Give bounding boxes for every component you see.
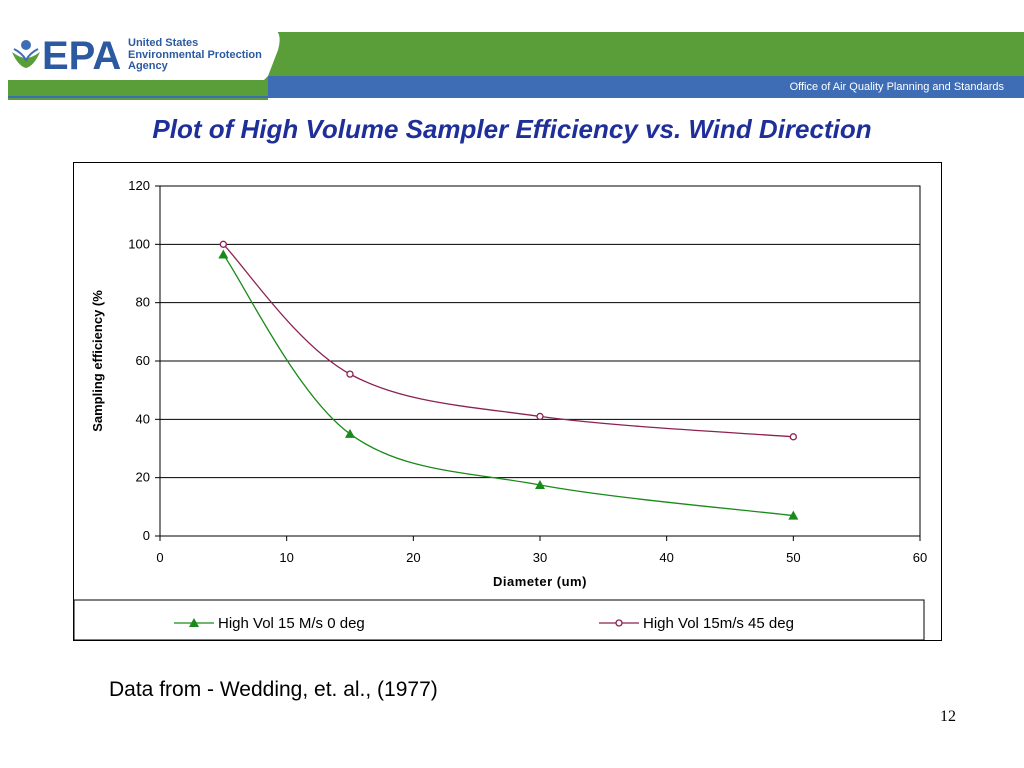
x-tick-label-30: 30	[533, 550, 547, 565]
series-2-point-2	[346, 370, 354, 378]
x-tick-label-0: 0	[156, 550, 163, 565]
series-line-1	[222, 254, 794, 517]
white-logo-panel	[8, 28, 280, 80]
y-tick-label-100: 100	[128, 236, 150, 251]
source-note: Data from - Wedding, et. al., (1977)	[109, 678, 438, 701]
x-axis-title: Diameter (um)	[493, 574, 587, 589]
series-line-2	[222, 243, 794, 438]
legend: High Vol 15 M/s 0 deg High Vol 15m/s 45 d…	[174, 615, 794, 632]
y-tick-label-120: 120	[128, 178, 150, 193]
series-1-point-1	[218, 249, 229, 259]
office-name: Office of Air Quality Planning and Stand…	[789, 81, 1004, 93]
chart: 0 20 40 60 80 100 120 0 10 20 30 40 50 60 Diameter (u…	[74, 178, 927, 640]
legend-box	[74, 599, 925, 640]
agency-name: United States Environmental Protection A…	[128, 37, 262, 73]
legend-label-2: High Vol 15m/s 45 deg	[643, 615, 794, 632]
y-tick-label-80: 80	[136, 295, 150, 310]
agency-line-3: Agency	[128, 60, 168, 72]
x-tick-label-60: 60	[913, 550, 927, 565]
series-2-point-4	[789, 433, 797, 441]
x-tick-label-20: 20	[406, 550, 420, 565]
header-banner: EPA	[8, 28, 1024, 100]
agency-line-1: United States	[128, 37, 199, 49]
blue-underline	[8, 96, 270, 98]
slide-number: 12	[940, 708, 956, 725]
slide-title: Plot of High Volume Sampler Efficiency v…	[152, 114, 872, 144]
legend-marker-2	[615, 619, 623, 627]
legend-label-1: High Vol 15 M/s 0 deg	[218, 615, 365, 632]
y-axis-title: Sampling efficiency (%	[90, 290, 105, 432]
agency-line-2: Environmental Protection	[128, 48, 262, 61]
y-tick-label-20: 20	[136, 470, 150, 485]
x-tick-label-50: 50	[786, 550, 800, 565]
chart-frame: 0 20 40 60 80 100 120 0 10 20 30 40 50 60 Diameter (u…	[73, 162, 942, 641]
y-tick-label-60: 60	[136, 353, 150, 368]
slide-header: EPA United States Environmental Protecti…	[0, 0, 1024, 100]
x-tick-label-40: 40	[659, 550, 673, 565]
x-tick-label-10: 10	[279, 550, 293, 565]
series-2-point-3	[536, 412, 544, 421]
series-lines	[218, 240, 799, 520]
legend-marker-1	[189, 618, 199, 627]
epa-flower-icon	[12, 40, 40, 68]
grid-lines	[160, 185, 920, 479]
series-1-point-4	[788, 510, 799, 520]
epa-logo-letters: EPA	[42, 34, 121, 78]
series-1-point-2	[345, 428, 355, 438]
series-2-point-1	[219, 240, 227, 248]
y-tick-label-0: 0	[143, 528, 150, 543]
blue-band	[268, 76, 1024, 98]
series-1-point-3	[535, 479, 545, 489]
y-tick-label-40: 40	[136, 411, 150, 426]
axis-ticks: 0 20 40 60 80 100 120 0 10 20 30 40 50 60	[128, 178, 927, 565]
